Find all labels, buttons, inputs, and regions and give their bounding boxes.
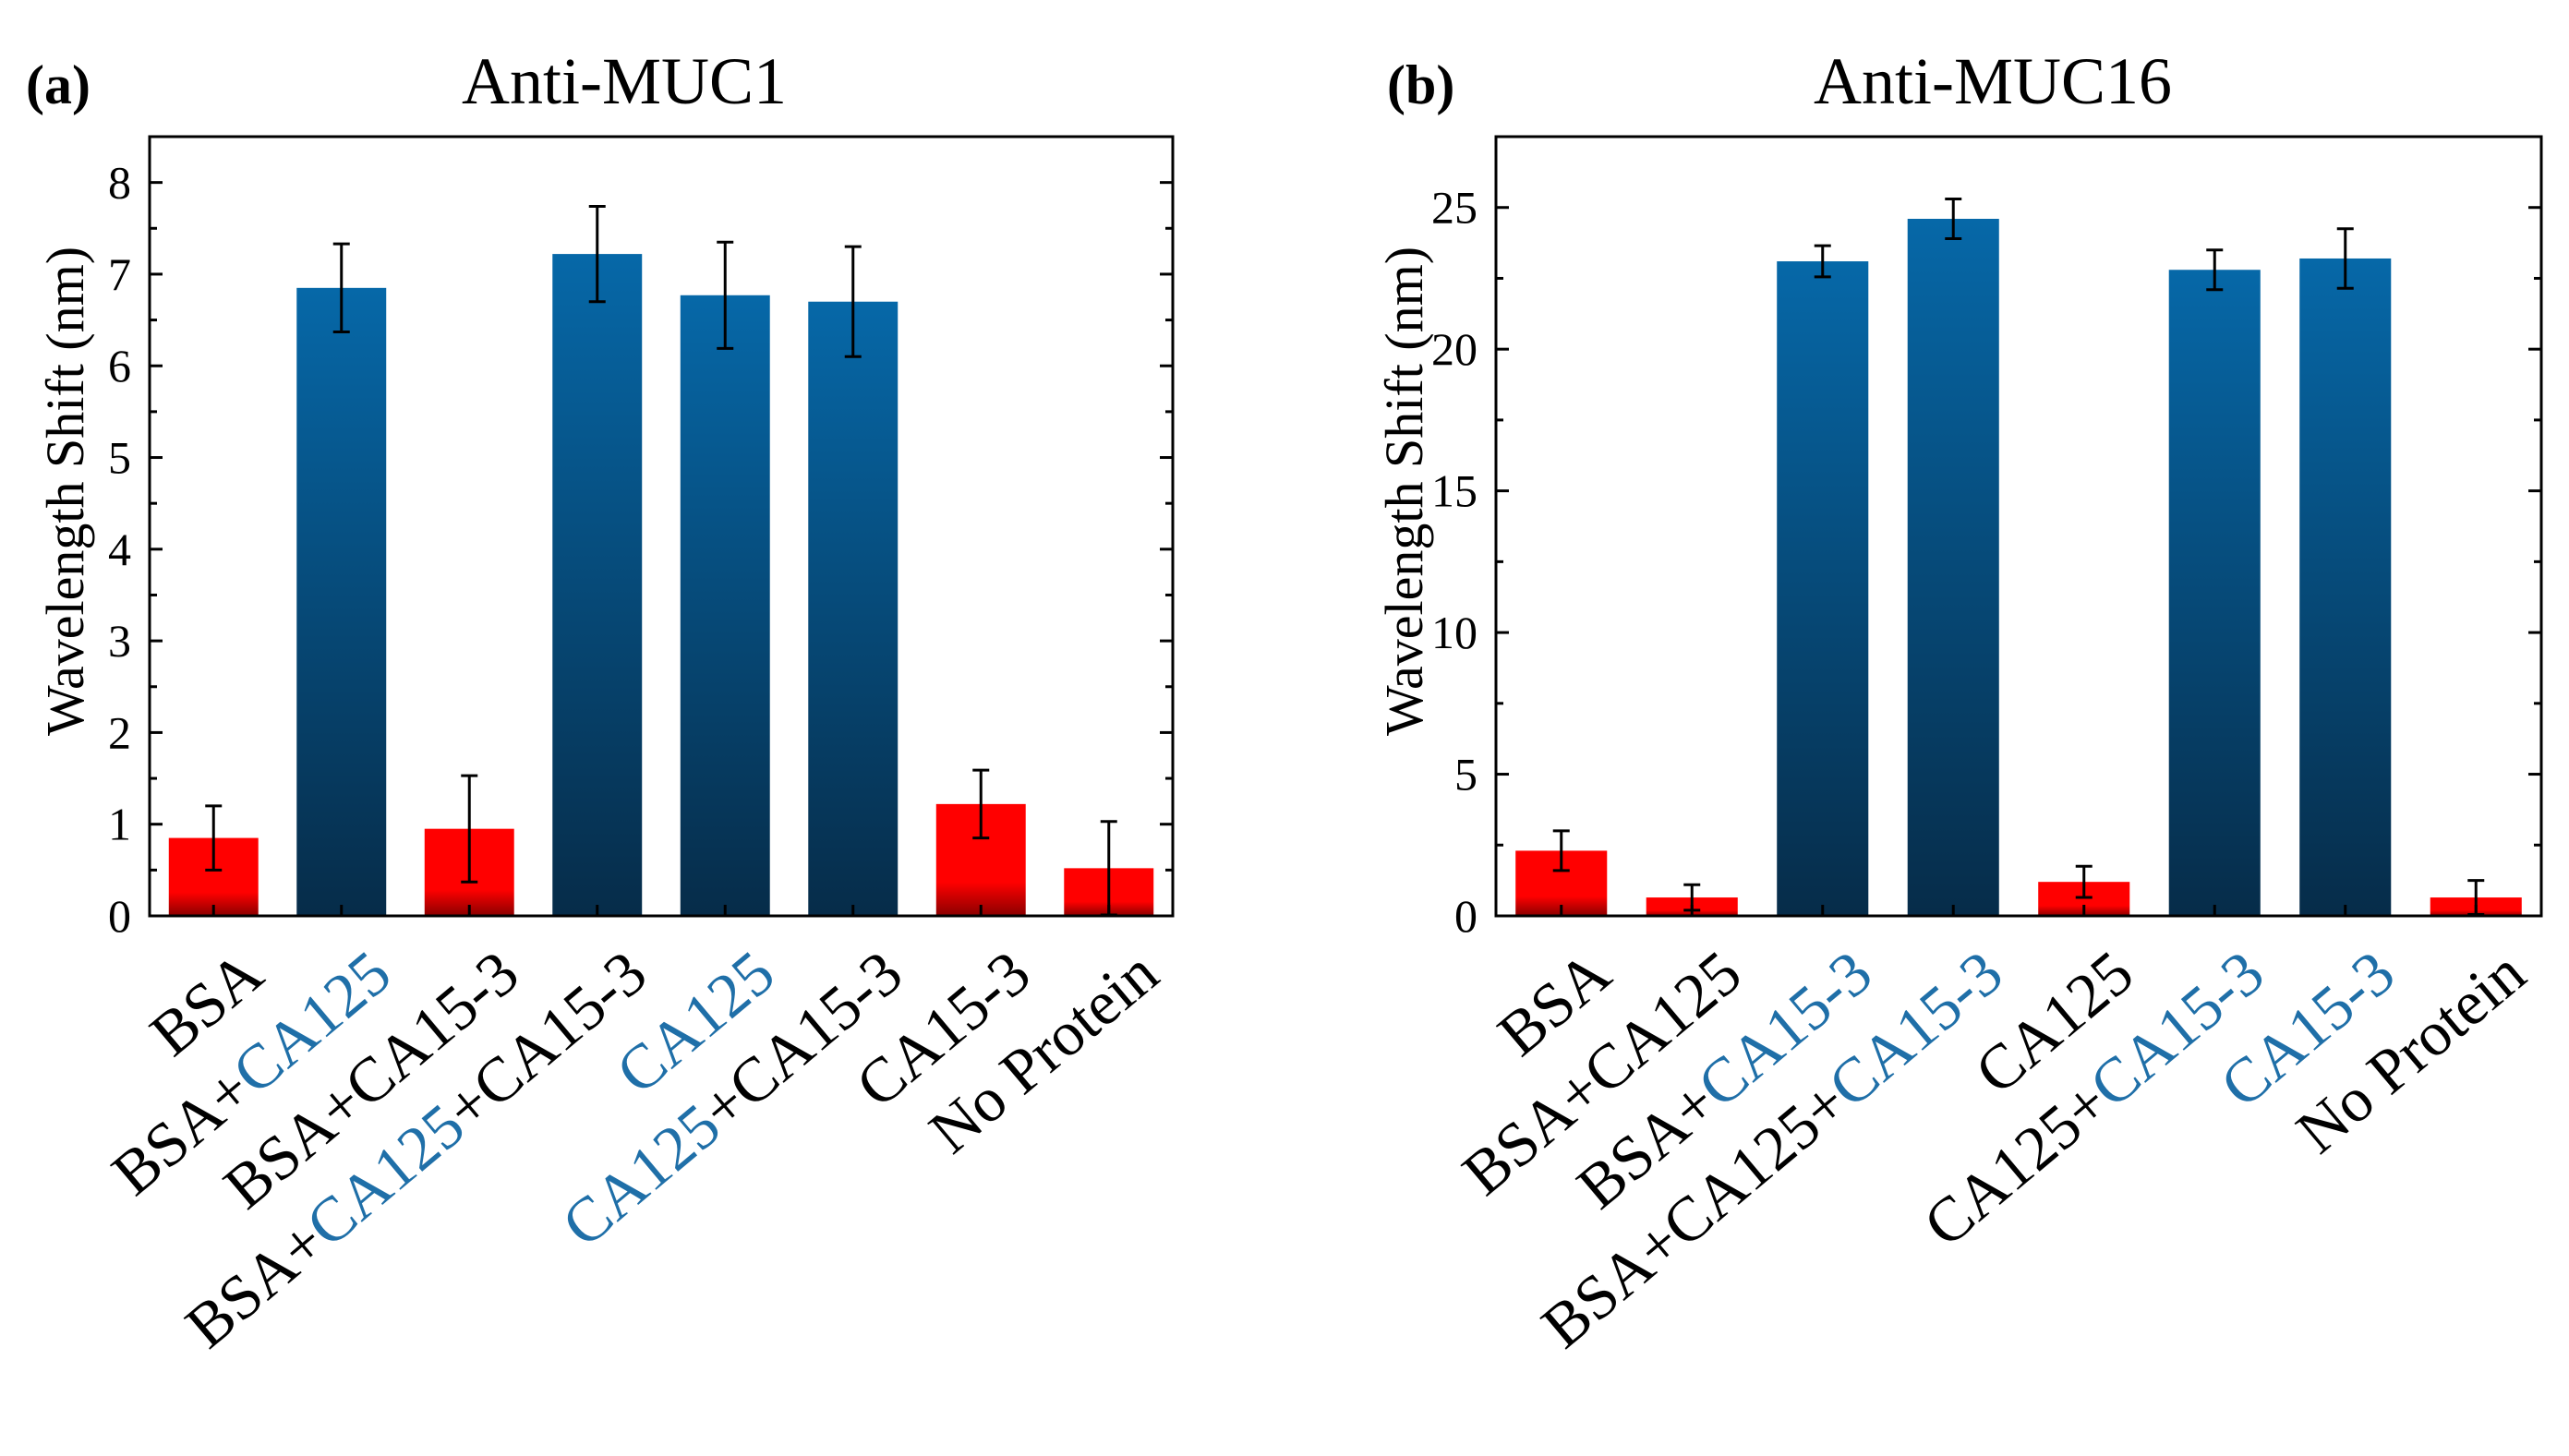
- chart-panel-anti-muc16: (b) Anti-MUC16 Wavelength Shift (nm) 0 5 1…: [1374, 44, 2543, 1361]
- plot-frame: [1494, 135, 2543, 918]
- error-bar-6: [844, 245, 862, 358]
- y-tick-label: 2: [108, 706, 131, 758]
- error-bar-7: [972, 768, 990, 840]
- panel-label: (a): [26, 54, 90, 115]
- y-tick-label: 7: [108, 248, 131, 300]
- bar-6: [808, 301, 899, 917]
- y-tick-label: 20: [1431, 323, 1477, 375]
- error-bar-group: [205, 204, 1117, 917]
- x-axis: BSABSA+CA125BSA+CA15-3BSA+CA125+CA15-3CA…: [99, 905, 1171, 1361]
- error-bar-7: [2336, 227, 2354, 290]
- y-axis: 0 1 2 3 4 5 6 7 8: [108, 135, 1173, 942]
- bar-7: [2299, 258, 2392, 916]
- y-tick-label: 15: [1431, 465, 1477, 517]
- y-tick-label: 5: [108, 432, 131, 484]
- error-bar-6: [2206, 248, 2224, 292]
- bar-5: [680, 295, 770, 916]
- y-tick-label: 5: [1454, 749, 1477, 800]
- bar-group: [1515, 219, 2522, 916]
- error-bar-3: [1814, 244, 1831, 279]
- error-bar-1: [1552, 829, 1570, 872]
- chart-title: Anti-MUC16: [1814, 44, 2172, 118]
- error-bar-1: [205, 804, 223, 872]
- y-tick-label: 1: [108, 799, 131, 850]
- x-axis: BSABSA+CA125BSA+CA15-3BSA+CA125+CA15-3CA…: [1449, 905, 2538, 1361]
- y-tick-label: 0: [1454, 890, 1477, 942]
- bar-3: [1777, 261, 1869, 916]
- y-axis-label: Wavelength Shift (nm): [1374, 247, 1434, 736]
- bar-group: [168, 254, 1154, 917]
- error-bar-4: [1945, 198, 1962, 240]
- error-bar-5: [717, 240, 734, 350]
- bar-6: [2168, 270, 2261, 916]
- bar-4: [552, 254, 643, 917]
- chart-panel-anti-muc1: (a) Anti-MUC1 Wavelength Shift (nm) 0 1 2 3…: [26, 44, 1175, 1361]
- bar-4: [1907, 219, 1999, 916]
- y-tick-label: 25: [1431, 182, 1477, 234]
- error-bar-5: [2075, 864, 2093, 899]
- plot-frame: [148, 135, 1175, 918]
- panel-label: (b): [1387, 54, 1454, 115]
- error-bar-3: [461, 774, 478, 884]
- y-tick-label: 4: [108, 523, 131, 575]
- y-tick-label: 10: [1431, 607, 1477, 658]
- error-bar-2: [332, 242, 350, 333]
- error-bar-4: [588, 204, 606, 304]
- y-tick-label: 0: [108, 890, 131, 942]
- y-tick-label: 3: [108, 615, 131, 667]
- chart-title: Anti-MUC1: [462, 44, 787, 118]
- bar-2: [296, 287, 387, 916]
- y-tick-label: 8: [108, 157, 131, 209]
- y-axis: 0 5 10 15 20 25: [1431, 135, 2541, 942]
- y-tick-label: 6: [108, 340, 131, 391]
- y-axis-label: Wavelength Shift (nm): [35, 247, 95, 736]
